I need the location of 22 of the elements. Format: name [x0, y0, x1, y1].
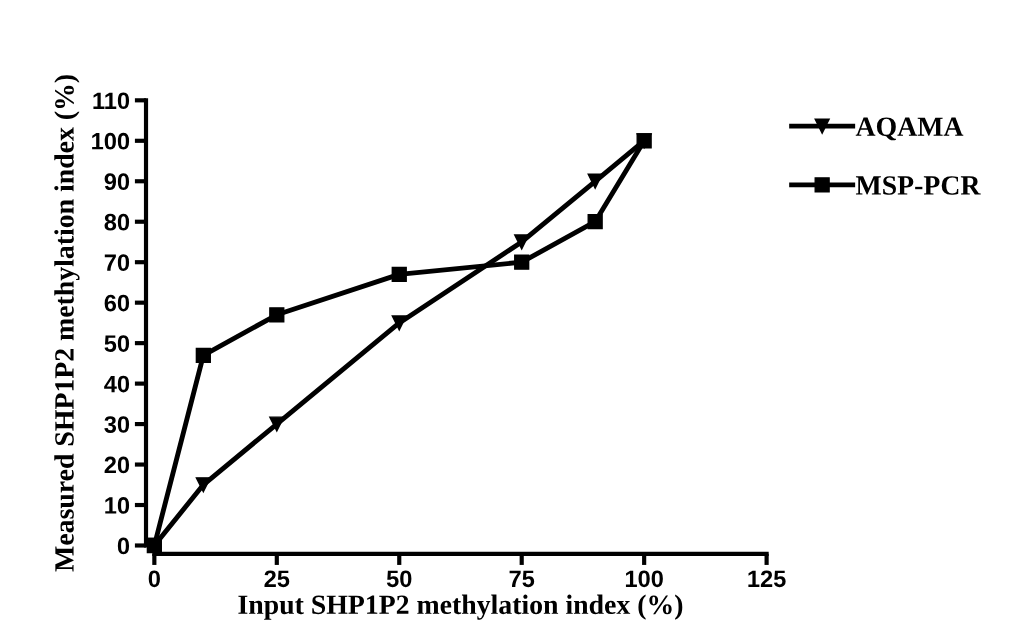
x-tick-label: 0 — [148, 570, 160, 588]
y-axis-title: Measured SHP1P2 methylation index (%) — [54, 75, 80, 572]
y-tick-label: 50 — [104, 335, 130, 352]
x-tick-label: 100 — [625, 570, 663, 588]
legend-label: AQAMA — [855, 117, 964, 141]
y-tick-label: 60 — [104, 294, 130, 312]
y-tick-label: 70 — [104, 254, 130, 271]
y-tick-label: 0 — [117, 537, 130, 555]
x-tick-label: 25 — [264, 570, 290, 588]
y-tick-label: 10 — [105, 497, 130, 514]
x-tick-label: 125 — [748, 570, 786, 588]
y-tick-label: 90 — [104, 173, 130, 191]
y-tick-label: 20 — [104, 456, 130, 474]
y-tick-label: 40 — [104, 375, 130, 393]
y-tick-label: 30 — [104, 416, 130, 433]
x-tick-label: 75 — [509, 570, 535, 588]
legend-label: MSP-PCR — [855, 176, 981, 195]
y-tick-label: 100 — [92, 132, 130, 150]
x-axis-title: Input SHP1P2 methylation index (%) — [238, 594, 683, 620]
x-tick-label: 50 — [386, 570, 412, 588]
y-tick-label: 110 — [93, 92, 130, 110]
y-tick-label: 80 — [104, 213, 130, 231]
